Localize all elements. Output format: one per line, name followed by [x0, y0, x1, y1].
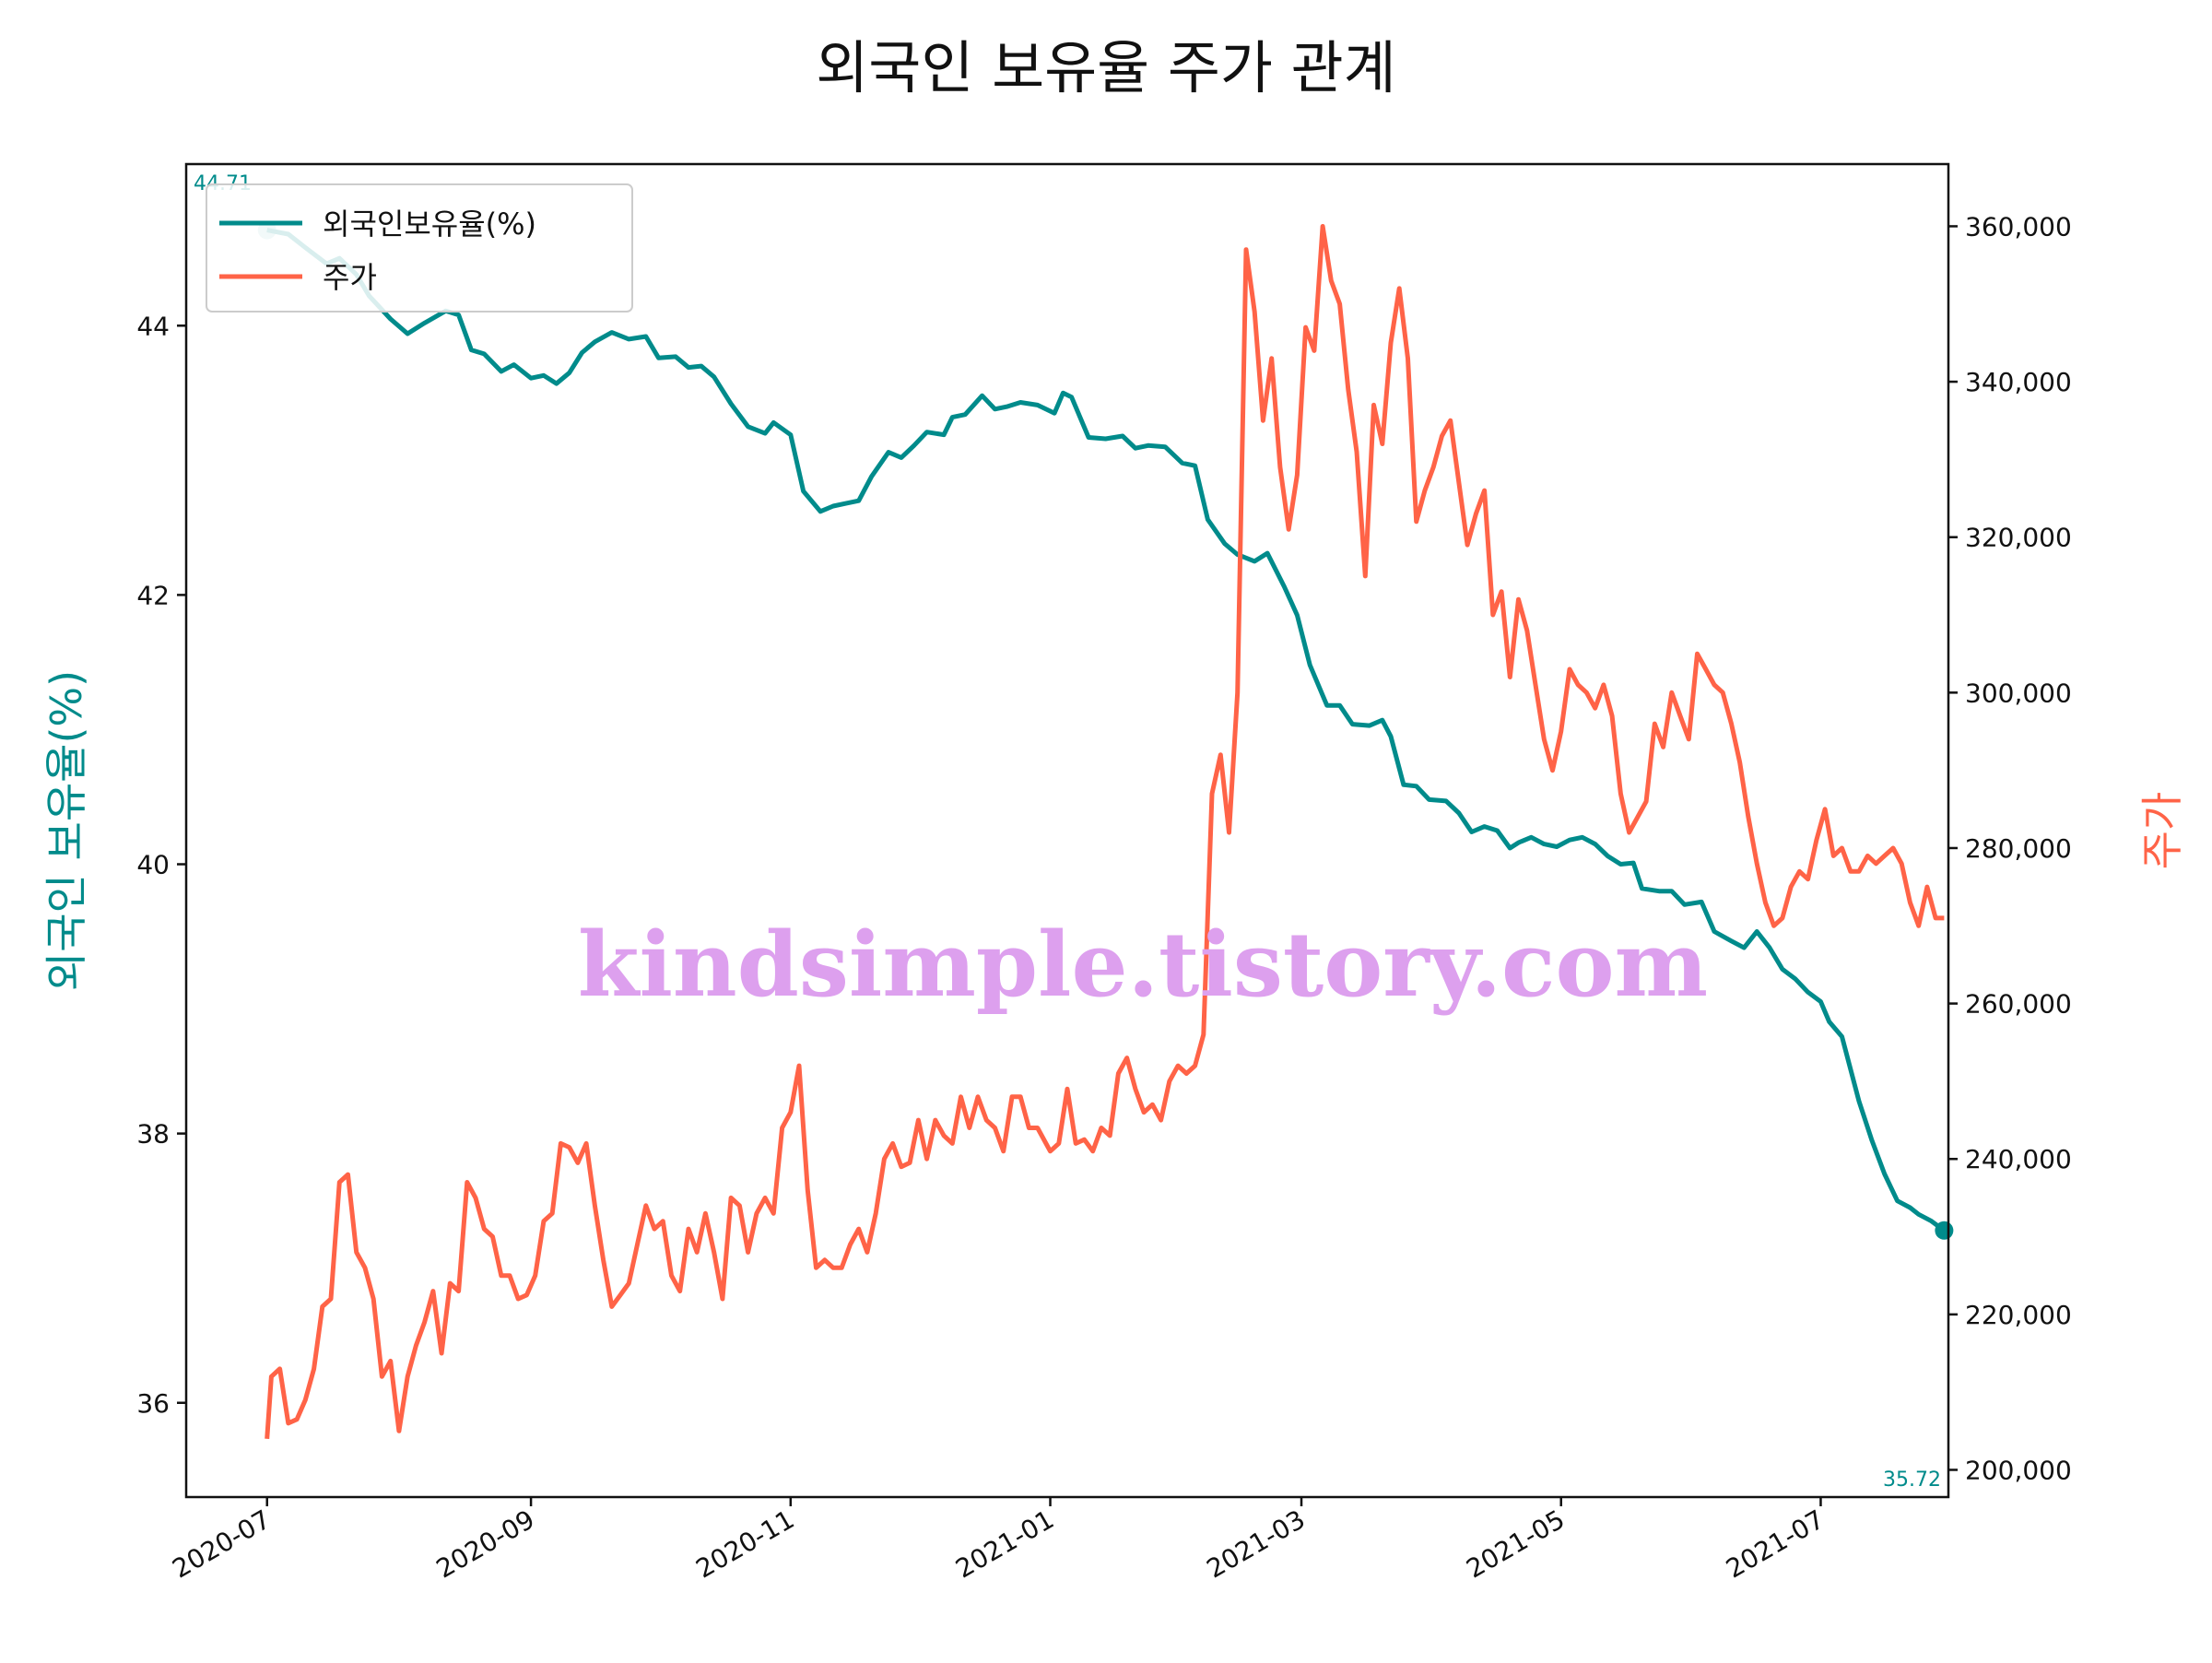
- y-left-tick-label: 44: [136, 311, 170, 341]
- legend-box: [206, 183, 633, 313]
- point-marker-last: [1935, 1221, 1954, 1240]
- x-tick-label: 2021-07: [1721, 1504, 1830, 1584]
- y-right-axis-label: 주가: [2137, 792, 2187, 870]
- y-left-tick-label: 40: [136, 850, 170, 880]
- plot-frame: [184, 162, 1950, 1499]
- y-right-tick-label: 360,000: [1965, 211, 2072, 242]
- y-left-tick-label: 36: [136, 1388, 170, 1419]
- series-line-stock-price: [265, 224, 1945, 1439]
- legend-label-0: 외국인보유율(%): [323, 206, 536, 242]
- legend: 외국인보유율(%) 주가: [206, 183, 633, 313]
- chart-title: 외국인 보유율 주가 관계: [816, 34, 1396, 101]
- x-tick-label: 2021-03: [1202, 1504, 1311, 1584]
- plot-area: 44.7135.72: [194, 172, 1954, 1492]
- y-right-tick-label: 220,000: [1965, 1300, 2072, 1330]
- x-tick-label: 2021-01: [950, 1504, 1059, 1584]
- watermark-text: kindsimple.tistory.com: [578, 913, 1708, 1017]
- y-left-tick-label: 42: [136, 580, 170, 610]
- series-line-foreign-ownership: [266, 228, 1946, 1233]
- y-right-tick-label: 240,000: [1965, 1144, 2072, 1174]
- y-right-tick-label: 200,000: [1965, 1455, 2072, 1485]
- axes: 36 38 40 42 44 200,000 220,000 240,000 260,000 28…: [41, 162, 2187, 1585]
- y-right-tick-label: 300,000: [1965, 678, 2072, 708]
- legend-label-1: 주가: [323, 260, 377, 295]
- y-right-tick-label: 340,000: [1965, 367, 2072, 397]
- y-right-tick-label: 320,000: [1965, 523, 2072, 553]
- y-right-tick-label: 280,000: [1965, 833, 2072, 864]
- x-tick-label: 2020-07: [167, 1504, 276, 1584]
- annotation-last: 35.72: [1883, 1468, 1941, 1492]
- y-left-axis-label: 외국인 보유율(%): [41, 670, 91, 991]
- y-right-tick-label: 260,000: [1965, 989, 2072, 1020]
- x-tick-label: 2021-05: [1461, 1504, 1570, 1584]
- x-tick-label: 2020-09: [431, 1504, 540, 1584]
- y-left-tick-label: 38: [136, 1119, 170, 1150]
- x-tick-label: 2020-11: [690, 1504, 799, 1584]
